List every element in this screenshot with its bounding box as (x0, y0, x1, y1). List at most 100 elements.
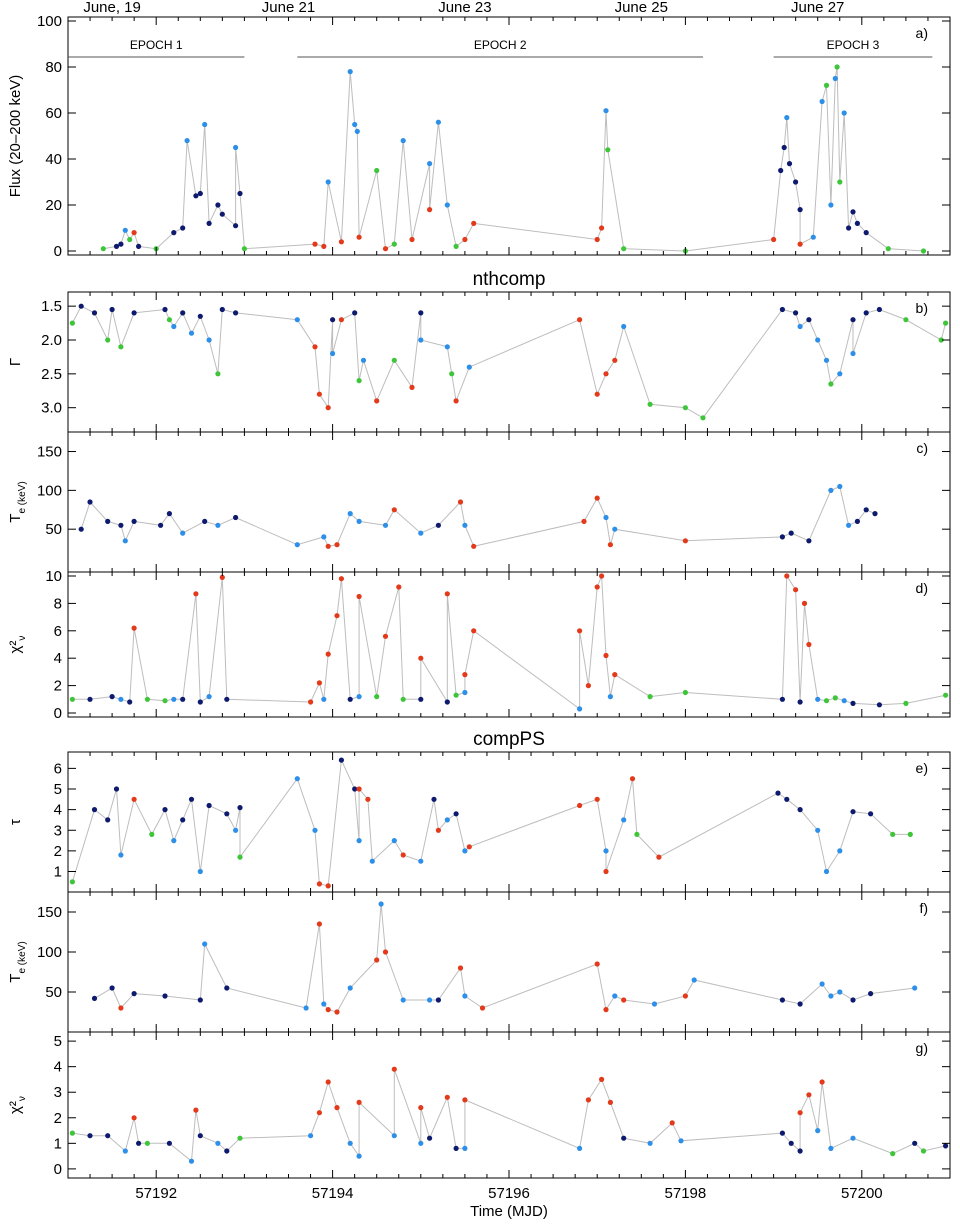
data-point-blue (823, 357, 830, 363)
data-point-navy (113, 243, 120, 249)
data-point-blue (215, 1140, 221, 1146)
y-tick-label: 60 (45, 105, 62, 122)
data-point-red (594, 236, 600, 243)
data-point-blue (391, 838, 397, 844)
y-axis-label: Te (keV) (7, 481, 28, 522)
data-point-blue (369, 858, 375, 864)
data-point-navy (850, 997, 856, 1003)
y-tick-label: 3 (54, 822, 62, 839)
data-point-red (334, 1105, 340, 1111)
panel-letter: e) (916, 760, 928, 776)
epoch-label: EPOCH 2 (474, 38, 527, 52)
data-point-green (828, 381, 834, 387)
data-point-green (832, 695, 838, 701)
data-point-navy (427, 1135, 433, 1141)
data-point-red (338, 317, 344, 323)
data-point-blue (612, 993, 618, 999)
data-point-red (444, 591, 450, 597)
data-point-navy (779, 306, 786, 313)
data-point-navy (806, 538, 812, 544)
y-axis-label-group: Te (keV) (7, 481, 28, 522)
data-point-navy (797, 807, 803, 813)
top-date-label: June 27 (791, 0, 844, 16)
data-point-blue (294, 542, 300, 548)
y-tick-label: 4 (54, 802, 62, 819)
data-point-red (793, 587, 799, 593)
data-point-blue (347, 69, 353, 75)
data-point-navy (206, 220, 212, 226)
y-tick-label: 6 (54, 623, 62, 640)
data-point-red (308, 699, 314, 705)
data-point-blue (462, 522, 468, 528)
data-point-blue (184, 138, 190, 144)
y-tick-label: 3.0 (41, 400, 62, 417)
data-point-navy (431, 796, 437, 802)
data-point-red (594, 584, 600, 590)
data-point-navy (105, 817, 111, 823)
data-point-red (374, 957, 380, 963)
data-point-red (325, 543, 331, 549)
data-point-navy (797, 1148, 803, 1154)
data-point-red (607, 542, 614, 548)
data-point-red (599, 1076, 605, 1082)
data-point-green (127, 236, 133, 243)
y-tick-label: 50 (45, 984, 62, 1001)
data-point-blue (427, 997, 433, 1003)
data-point-blue (828, 487, 834, 493)
data-point-navy (91, 995, 98, 1002)
data-point-green (241, 246, 247, 252)
data-point-blue (837, 371, 843, 377)
data-point-blue (122, 538, 128, 544)
data-point-navy (87, 499, 93, 505)
data-point-navy (224, 696, 230, 702)
data-point-red (682, 993, 689, 999)
data-point-blue (797, 323, 803, 330)
data-point-red (418, 655, 424, 661)
data-point-navy (162, 306, 168, 313)
panel-frame-5 (67, 891, 951, 1033)
data-point-green (118, 344, 124, 350)
data-point-blue (912, 985, 918, 991)
data-point-blue (171, 838, 177, 844)
data-point-blue (691, 977, 697, 983)
data-point-red (118, 1005, 124, 1011)
data-point-red (321, 243, 327, 249)
y-axis-label-group: χ²ν (7, 636, 28, 654)
data-point-red (391, 507, 397, 513)
data-point-navy (779, 1130, 786, 1136)
y-tick-label: 100 (37, 944, 62, 961)
y-axis-label-group: χ²ν (7, 1096, 28, 1114)
data-point-blue (118, 696, 124, 702)
data-point-red (453, 398, 459, 404)
data-point-green (647, 694, 653, 700)
data-point-red (325, 883, 331, 889)
data-point-green (938, 337, 944, 343)
data-point-blue (784, 115, 790, 121)
panel-frame-0 (67, 16, 951, 256)
y-tick-label: 4 (54, 1059, 62, 1076)
y-tick-label: 8 (54, 595, 62, 612)
data-point-red (594, 961, 600, 967)
data-point-navy (162, 993, 168, 999)
panel-letter: d) (916, 580, 928, 596)
series-connector-line (80, 485, 876, 547)
data-point-navy (453, 1145, 459, 1151)
y-tick-label: 4 (54, 650, 62, 667)
data-point-navy (224, 985, 230, 991)
data-point-green (391, 357, 397, 363)
data-point-blue (603, 514, 609, 521)
data-point-navy (118, 241, 124, 247)
data-point-navy (219, 211, 225, 217)
data-point-blue (202, 941, 208, 947)
data-point-red (338, 576, 344, 582)
data-point-red (462, 1097, 468, 1103)
data-point-red (338, 239, 344, 245)
data-point-red (797, 241, 803, 247)
data-point-green (823, 82, 830, 88)
data-point-blue (356, 518, 362, 525)
data-point-red (382, 949, 389, 955)
data-point-navy (113, 786, 120, 792)
y-tick-label: 150 (37, 444, 62, 461)
data-point-navy (105, 1133, 111, 1139)
series-connector-line (71, 758, 911, 887)
